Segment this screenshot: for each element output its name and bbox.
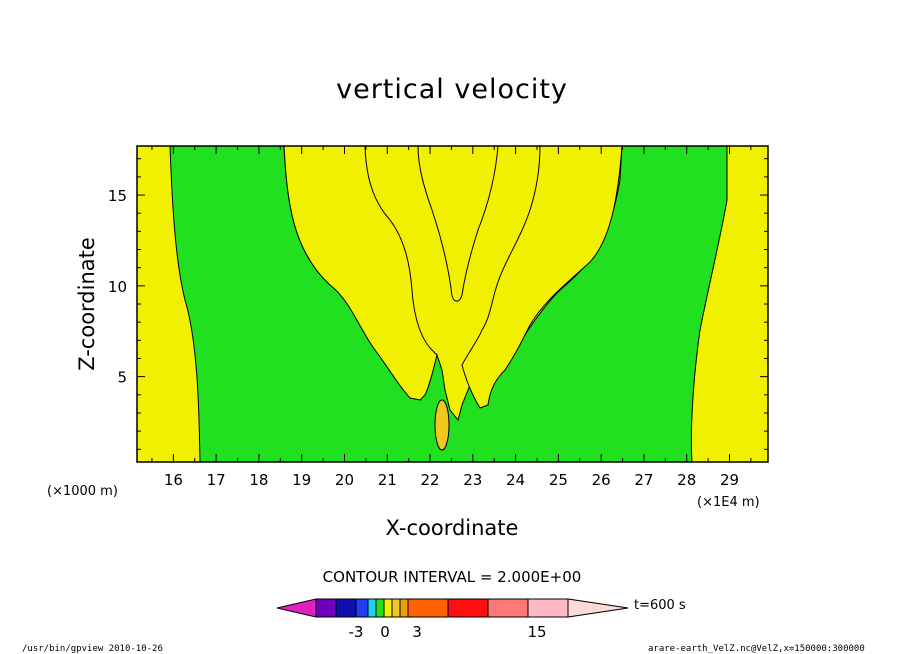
colorbar-swatch — [383, 598, 393, 618]
orange-core-region — [434, 399, 450, 451]
x-tick-label: 26 — [592, 471, 611, 489]
colorbar-swatch — [375, 598, 385, 618]
x-tick-label: 27 — [634, 471, 653, 489]
x-tick-label: 23 — [463, 471, 482, 489]
yellow-region-center-right — [461, 146, 623, 409]
x-tick-label: 16 — [164, 471, 183, 489]
yellow-region-top-center — [417, 146, 499, 302]
colorbar-swatch — [367, 598, 377, 618]
colorbar-arrow-right — [567, 598, 629, 618]
x-tick-label: 22 — [420, 471, 439, 489]
y-axis-title: Z-coordinate — [75, 237, 99, 371]
y-tick-label: 10 — [108, 278, 127, 296]
colorbar-label: -3 — [349, 623, 364, 641]
contour-field — [137, 146, 768, 462]
footer-right: arare-earth_VelZ.nc@VelZ,x=150000:300000 — [648, 644, 865, 654]
x-unit-left: (×1000 m) — [47, 484, 118, 499]
colorbar-swatch — [315, 598, 337, 618]
x-tick-label: 17 — [207, 471, 226, 489]
contour-interval: CONTOUR INTERVAL = 2.000E+00 — [323, 568, 582, 586]
x-tick-label: 24 — [506, 471, 525, 489]
footer-left: /usr/bin/gpview 2010-10-26 — [22, 644, 163, 654]
x-tick-label: 21 — [378, 471, 397, 489]
time-label: t=600 s — [634, 598, 686, 613]
x-tick-label: 20 — [335, 471, 354, 489]
x-unit-right: (×1E4 m) — [697, 495, 760, 510]
colorbar-swatch — [335, 598, 357, 618]
yellow-region-center-left — [283, 146, 438, 401]
colorbar-swatch — [527, 598, 569, 618]
colorbar-label: 0 — [380, 623, 390, 641]
colorbar-swatch — [355, 598, 369, 618]
x-tick-label: 25 — [549, 471, 568, 489]
x-tick-label: 29 — [720, 471, 739, 489]
chart-title: vertical velocity — [336, 74, 568, 105]
x-tick-label: 18 — [249, 471, 268, 489]
colorbar-swatch — [447, 598, 489, 618]
colorbar-label: 15 — [527, 623, 546, 641]
y-tick-label: 15 — [108, 187, 127, 205]
x-tick-label: 19 — [292, 471, 311, 489]
colorbar-swatch — [407, 598, 449, 618]
colorbar-label: 3 — [412, 623, 422, 641]
x-tick-label: 28 — [677, 471, 696, 489]
colorbar: -3 0 3 15 — [276, 598, 629, 641]
colorbar-arrow-left — [276, 598, 317, 618]
x-axis-title: X-coordinate — [386, 516, 519, 540]
colorbar-swatch — [399, 598, 409, 618]
x-axis: 16 17 18 19 20 21 22 23 24 25 26 27 28 29 — [151, 146, 752, 489]
colorbar-swatch — [487, 598, 529, 618]
y-axis: 5 10 15 — [108, 158, 768, 450]
y-tick-label: 5 — [117, 369, 127, 387]
colorbar-swatch — [391, 598, 401, 618]
